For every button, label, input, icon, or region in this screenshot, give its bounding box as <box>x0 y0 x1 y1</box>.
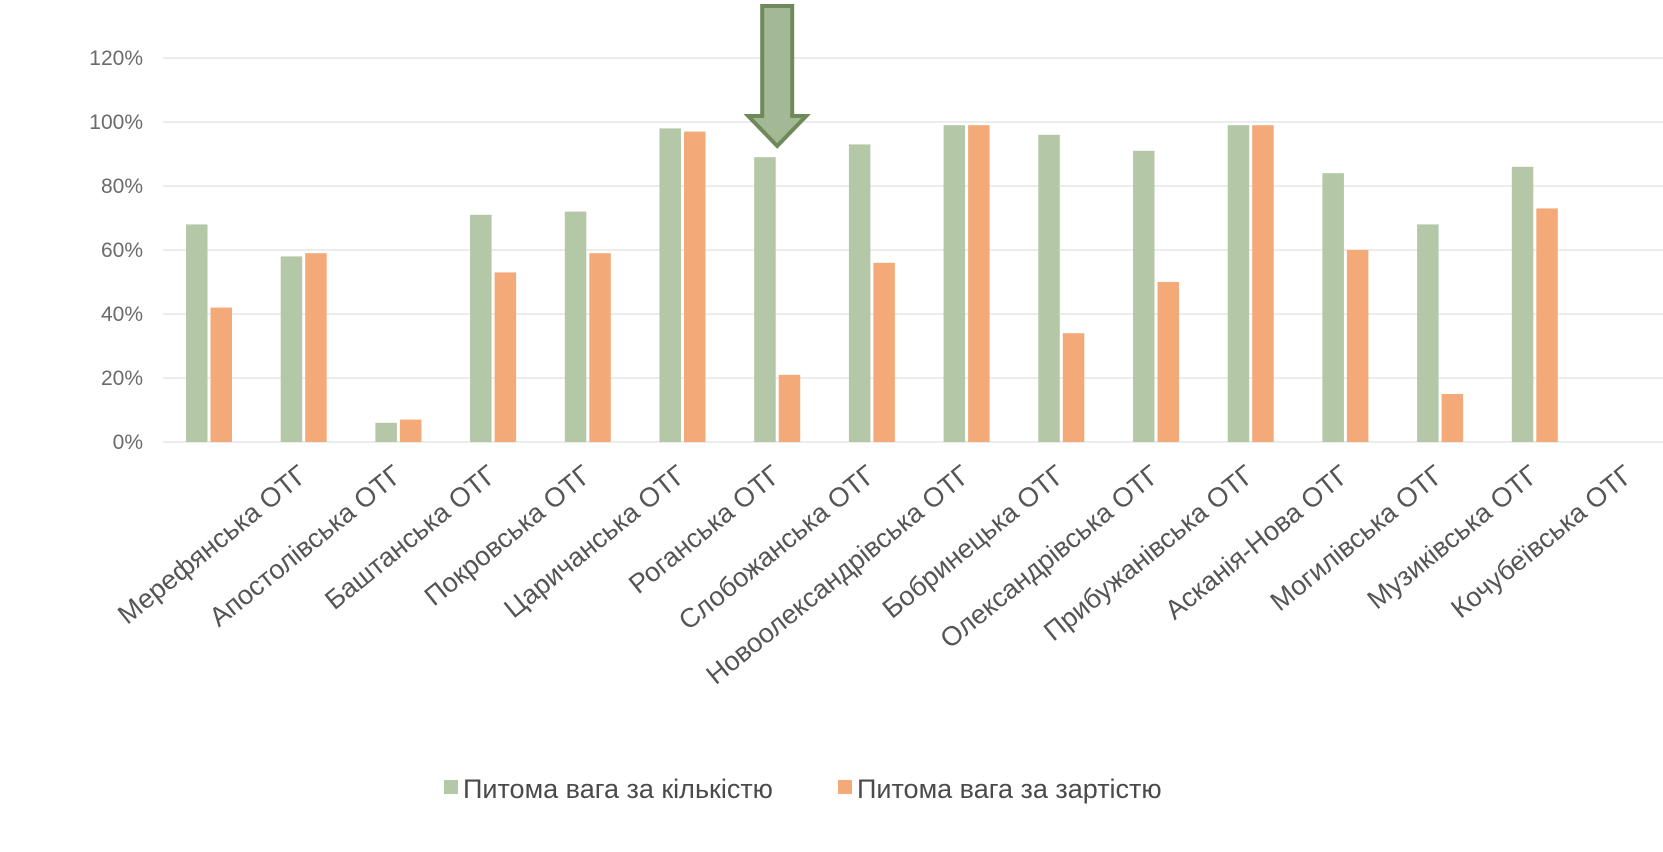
y-tick-label: 40% <box>101 303 143 326</box>
bar-series-1 <box>754 157 776 442</box>
bar-series-2 <box>873 262 895 442</box>
y-tick-label: 60% <box>101 239 143 262</box>
bar-series-2 <box>1346 250 1369 442</box>
bar-series-2 <box>1441 394 1464 442</box>
y-tick-label: 120% <box>89 47 143 70</box>
x-category-label: Покровська ОТГ <box>419 459 597 612</box>
down-arrow-icon <box>743 4 811 149</box>
bar-series-1 <box>470 214 492 442</box>
bar-series-1 <box>1511 166 1534 443</box>
y-axis-tick-labels: 0% 20% 40% 60% 80% 100% 120% <box>89 47 143 454</box>
y-tick-label: 20% <box>101 367 143 390</box>
bar-series-1 <box>1038 134 1060 443</box>
legend-swatch-series-1 <box>444 780 458 794</box>
bar-series-1 <box>375 422 397 442</box>
bar-series-2 <box>1536 208 1558 442</box>
bar-series-2 <box>1252 125 1274 442</box>
legend-label-series-2: Питома вага за зартістю <box>857 774 1162 804</box>
bar-series-1 <box>186 224 208 442</box>
x-category-label: Баштанська ОТГ <box>319 459 502 615</box>
bar-series-1 <box>280 256 303 442</box>
bar-series-1 <box>1227 125 1250 442</box>
bar-series-1 <box>564 211 587 442</box>
bar-series-2 <box>968 125 990 442</box>
y-tick-label: 100% <box>89 111 143 134</box>
y-tick-label: 0% <box>113 431 143 454</box>
annotation <box>743 4 811 149</box>
legend-label-series-1: Питома вага за кількістю <box>463 774 773 804</box>
bar-series-1 <box>659 128 681 442</box>
y-tick-label: 80% <box>101 175 143 198</box>
legend: Питома вага за кількістю Питома вага за з… <box>444 774 1162 804</box>
gridlines <box>163 57 1663 443</box>
bar-series-2 <box>210 307 232 442</box>
bar-series-2 <box>589 253 611 442</box>
bar-series-2 <box>305 253 327 442</box>
bar-series-2 <box>1157 282 1179 442</box>
bar-series-1 <box>1133 150 1155 443</box>
bars <box>186 125 1558 443</box>
bar-series-1 <box>1417 224 1439 442</box>
x-category-label: Музиківська ОТГ <box>1362 459 1545 615</box>
bar-series-2 <box>494 272 517 442</box>
bar-series-2 <box>684 131 706 442</box>
x-category-label: Могилівська ОТГ <box>1265 459 1450 617</box>
bar-series-2 <box>399 419 422 442</box>
bar-series-2 <box>1062 333 1085 442</box>
legend-swatch-series-2 <box>838 780 852 794</box>
bar-series-2 <box>778 374 801 442</box>
bar-series-1 <box>1322 173 1344 442</box>
bar-series-1 <box>943 125 966 442</box>
bar-series-1 <box>848 144 871 442</box>
